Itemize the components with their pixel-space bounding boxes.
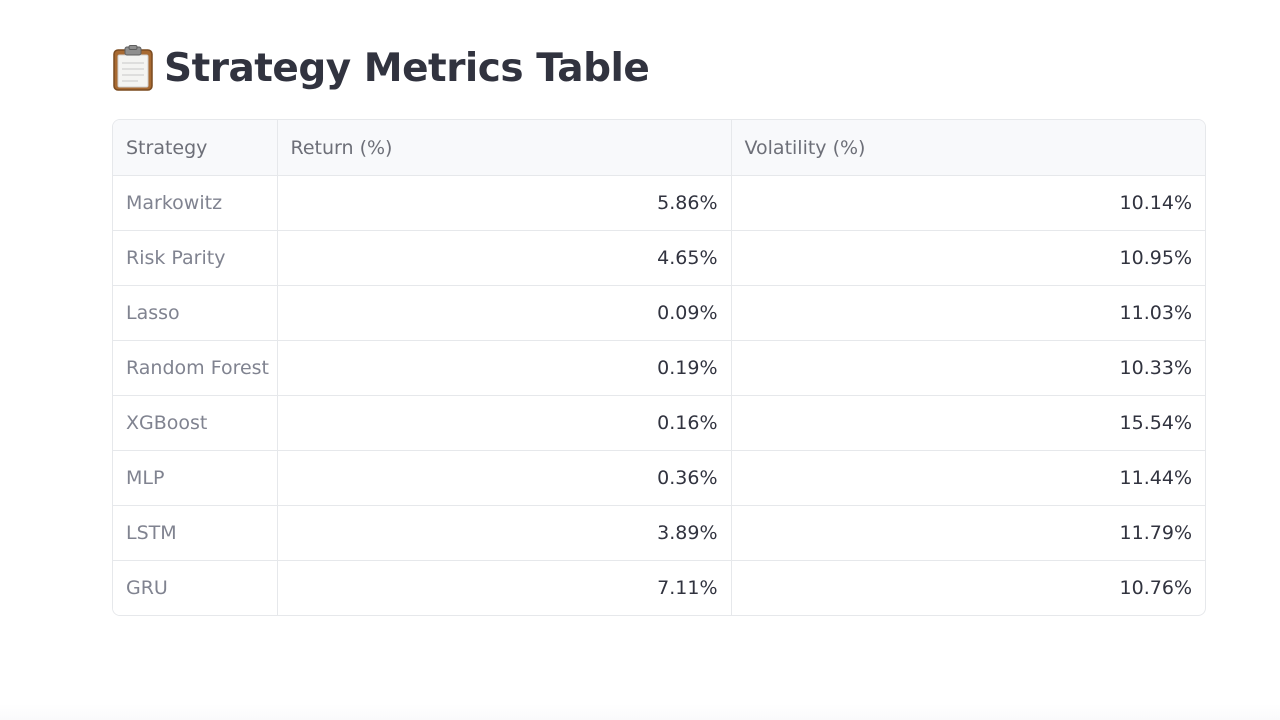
- table-row: Risk Parity 4.65% 10.95%: [113, 230, 1205, 286]
- volatility-cell[interactable]: 11.44%: [731, 450, 1205, 506]
- return-cell[interactable]: 0.16%: [277, 395, 732, 451]
- strategy-cell[interactable]: MLP: [113, 450, 278, 506]
- clipboard-icon: [112, 45, 154, 91]
- table-row: MLP 0.36% 11.44%: [113, 450, 1205, 506]
- strategy-cell[interactable]: Random Forest: [113, 340, 278, 396]
- strategy-cell[interactable]: Markowitz: [113, 175, 278, 231]
- table-row: Lasso 0.09% 11.03%: [113, 285, 1205, 341]
- return-cell[interactable]: 4.65%: [277, 230, 732, 286]
- volatility-cell[interactable]: 15.54%: [731, 395, 1205, 451]
- return-cell[interactable]: 0.09%: [277, 285, 732, 341]
- volatility-cell[interactable]: 10.95%: [731, 230, 1205, 286]
- page-title: Strategy Metrics Table: [164, 45, 650, 91]
- title-row: Strategy Metrics Table: [112, 40, 650, 96]
- column-header-return[interactable]: Return (%): [277, 120, 732, 176]
- volatility-cell[interactable]: 10.33%: [731, 340, 1205, 396]
- bottom-edge: [0, 704, 1280, 720]
- return-cell[interactable]: 7.11%: [277, 560, 732, 615]
- column-header-volatility[interactable]: Volatility (%): [731, 120, 1205, 176]
- column-header-strategy[interactable]: Strategy: [113, 120, 278, 176]
- table-row: Random Forest 0.19% 10.33%: [113, 340, 1205, 396]
- volatility-cell[interactable]: 11.03%: [731, 285, 1205, 341]
- return-cell[interactable]: 3.89%: [277, 505, 732, 561]
- strategy-cell[interactable]: GRU: [113, 560, 278, 615]
- table-row: XGBoost 0.16% 15.54%: [113, 395, 1205, 451]
- volatility-cell[interactable]: 10.14%: [731, 175, 1205, 231]
- return-cell[interactable]: 0.19%: [277, 340, 732, 396]
- table-row: Markowitz 5.86% 10.14%: [113, 175, 1205, 231]
- volatility-cell[interactable]: 10.76%: [1119, 577, 1192, 599]
- return-cell[interactable]: 0.36%: [277, 450, 732, 506]
- strategy-cell[interactable]: XGBoost: [113, 395, 278, 451]
- return-cell[interactable]: 5.86%: [277, 175, 732, 231]
- table-header-row: Strategy Return (%) Volatility (%): [113, 120, 1205, 176]
- volatility-cell[interactable]: 11.79%: [731, 505, 1205, 561]
- strategy-cell[interactable]: Risk Parity: [113, 230, 278, 286]
- metrics-table[interactable]: Strategy Return (%) Volatility (%) Marko…: [112, 119, 1206, 616]
- strategy-cell[interactable]: Lasso: [113, 285, 278, 341]
- table-row: LSTM 3.89% 11.79%: [113, 505, 1205, 561]
- strategy-cell[interactable]: LSTM: [113, 505, 278, 561]
- table-row: GRU 7.11% 10.76%: [113, 560, 1205, 615]
